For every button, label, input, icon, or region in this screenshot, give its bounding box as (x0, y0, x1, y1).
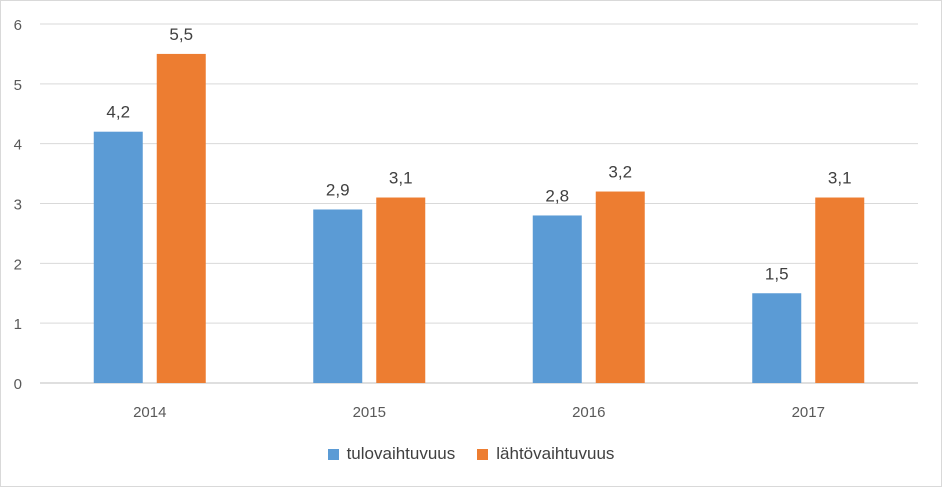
x-tick-label: 2016 (572, 404, 605, 421)
legend-label-tulovaihtuvuus: tulovaihtuvuus (346, 444, 456, 463)
y-tick-label: 2 (14, 256, 22, 273)
x-tick-label: 2014 (133, 404, 166, 421)
y-tick-label: 3 (14, 197, 22, 214)
bar (595, 191, 645, 383)
y-tick-label: 0 (14, 376, 22, 393)
bar (313, 209, 363, 383)
legend: tulovaihtuvuus lähtövaihtuvuus (0, 440, 942, 468)
legend-item-tulovaihtuvuus: tulovaihtuvuus (327, 444, 456, 464)
data-label: 2,8 (545, 186, 569, 205)
y-tick-label: 4 (14, 137, 22, 154)
y-tick-label: 5 (14, 77, 22, 94)
x-tick-label: 2015 (353, 404, 386, 421)
legend-item-lahtovaihtuvuus: lähtövaihtuvuus (477, 444, 614, 464)
data-label: 5,5 (169, 25, 193, 44)
bar (532, 215, 582, 383)
x-tick-label: 2017 (792, 404, 825, 421)
data-label: 4,2 (106, 103, 130, 122)
bar (752, 293, 802, 383)
data-label: 3,1 (389, 169, 413, 188)
legend-swatch-tulovaihtuvuus (327, 448, 339, 460)
legend-label-lahtovaihtuvuus: lähtövaihtuvuus (496, 444, 615, 463)
legend-swatch-lahtovaihtuvuus (477, 448, 489, 460)
bar (156, 53, 206, 384)
y-tick-label: 6 (14, 17, 22, 34)
data-label: 2,9 (326, 180, 350, 199)
bar (815, 197, 865, 383)
data-label: 3,2 (608, 163, 632, 182)
data-label: 1,5 (765, 264, 789, 283)
data-label: 3,1 (828, 169, 852, 188)
bar (376, 197, 426, 383)
y-tick-label: 1 (14, 316, 22, 333)
bar (93, 131, 143, 383)
